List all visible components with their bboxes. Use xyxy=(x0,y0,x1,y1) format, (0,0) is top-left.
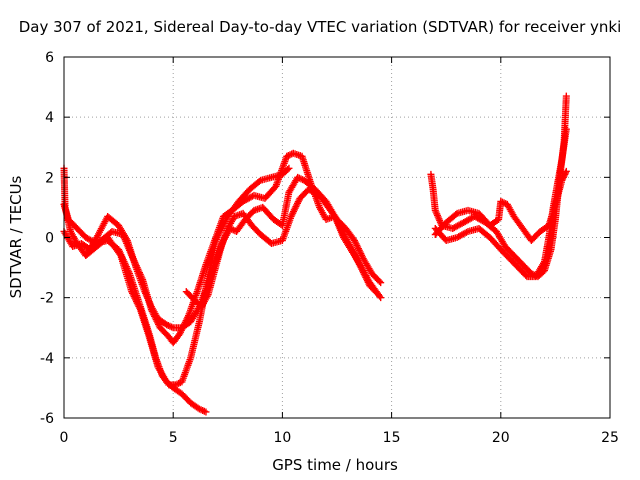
data-point xyxy=(375,277,383,285)
data-point xyxy=(452,211,460,219)
data-point xyxy=(202,408,210,416)
data-point xyxy=(562,125,570,133)
data-point xyxy=(377,279,385,287)
data-point xyxy=(286,151,294,159)
y-tick-label: 2 xyxy=(45,170,54,186)
data-point xyxy=(562,169,570,177)
chart-title: Day 307 of 2021, Sidereal Day-to-day VTE… xyxy=(18,18,622,36)
series-track-8 xyxy=(431,125,570,281)
data-point xyxy=(462,228,470,236)
data-points xyxy=(60,92,570,416)
data-point xyxy=(562,167,570,175)
y-axis-label: SDTVAR / TECUs xyxy=(7,175,25,299)
data-point xyxy=(255,177,263,185)
x-axis-label: GPS time / hours xyxy=(272,456,398,474)
x-tick-label: 0 xyxy=(60,430,69,446)
x-tick-label: 5 xyxy=(169,430,178,446)
tick-labels: 0 5 10 15 20 25 -6 -4 -2 0 2 4 6 xyxy=(40,50,619,446)
x-tick-label: 15 xyxy=(383,430,401,446)
x-tick-label: 25 xyxy=(601,430,619,446)
axis-ticks xyxy=(63,56,611,419)
y-tick-label: 4 xyxy=(45,110,54,126)
data-point xyxy=(284,166,292,174)
y-tick-label: 0 xyxy=(45,231,54,247)
x-tick-label: 20 xyxy=(492,430,510,446)
y-tick-label: -4 xyxy=(40,351,54,367)
series-track-5 xyxy=(182,185,385,311)
data-point xyxy=(376,292,384,300)
x-tick-label: 10 xyxy=(273,430,291,446)
data-point xyxy=(285,164,293,172)
data-point xyxy=(562,92,570,100)
data-point xyxy=(175,379,183,387)
data-point xyxy=(377,294,385,302)
y-tick-label: -2 xyxy=(40,291,54,307)
y-tick-label: 6 xyxy=(45,50,54,66)
y-tick-label: -6 xyxy=(40,411,54,427)
grid-lines xyxy=(64,57,610,418)
